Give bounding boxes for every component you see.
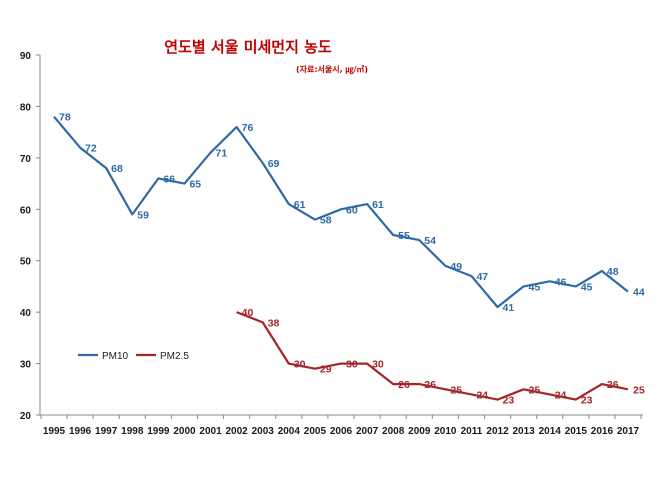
x-tick-label: 2012 [486,426,509,437]
data-label: 78 [59,112,71,124]
x-tick-label: 2007 [356,426,379,437]
legend: PM10 PM2.5 [78,351,189,362]
data-label: 47 [476,271,488,283]
y-tick-label: 40 [20,308,32,319]
data-label: 60 [346,204,358,216]
data-label: 72 [85,143,97,155]
series-line-pm25 [236,311,629,401]
x-tick-label: 2011 [461,426,483,437]
chart-source-note: (자료:서울시, ㎍/㎥) [296,64,368,75]
data-label: 23 [581,395,593,407]
data-label: 44 [633,287,645,299]
series-layer [53,115,629,401]
y-tick-label: 80 [20,102,32,113]
data-label: 76 [242,122,254,134]
x-tick-label: 1996 [69,426,92,437]
axes: 20 30 40 50 60 70 80 90 1995 1996 1997 1998 1999 2000… [20,51,643,437]
x-tick-label: 1998 [121,426,144,437]
chart-title: 연도별 서울 미세먼지 농도 [164,38,332,56]
data-label: 23 [503,395,515,407]
x-tick-label: 2005 [304,426,327,437]
x-tick-label: 2001 [199,426,222,437]
data-label: 58 [320,215,332,227]
data-label: 71 [216,148,228,160]
x-tick-label: 2010 [434,426,457,437]
data-label: 25 [529,384,541,396]
x-tick-label: 1997 [95,426,118,437]
x-tick-label: 2017 [617,426,640,437]
data-labels: 78 72 68 59 66 65 71 76 69 61 58 60 61 55 54 49 47 41 45 46… [59,112,645,407]
y-tick-label: 20 [20,411,32,422]
data-label: 45 [529,281,541,293]
data-label: 61 [372,199,384,211]
data-label: 30 [294,359,306,371]
data-label: 30 [372,359,384,371]
x-tick-label: 2000 [173,426,196,437]
legend-label: PM2.5 [160,351,189,362]
x-tick-label: 2015 [565,426,588,437]
data-label: 45 [581,281,593,293]
data-label: 49 [450,261,462,273]
data-label: 40 [242,307,254,319]
data-label: 38 [268,317,280,329]
x-tick-label: 2013 [513,426,536,437]
data-label: 41 [503,302,515,314]
data-label: 30 [346,359,358,371]
data-label: 69 [268,158,280,170]
x-tick-label: 2008 [382,426,405,437]
data-label: 59 [137,209,149,221]
y-tick-label: 70 [20,154,32,165]
y-tick-label: 60 [20,205,32,216]
x-tick-label: 1995 [43,426,66,437]
data-label: 54 [424,235,436,247]
data-label: 24 [555,389,567,401]
x-tick-label: 2004 [278,426,301,437]
data-label: 65 [189,179,201,191]
y-tick-label: 30 [20,360,32,371]
x-tick-label: 1999 [147,426,170,437]
x-tick-label: 2003 [252,426,275,437]
data-label: 25 [450,384,462,396]
data-label: 26 [607,379,619,391]
x-tick-label: 2016 [591,426,614,437]
x-tick-label: 2009 [408,426,431,437]
y-tick-label: 90 [20,51,32,62]
x-tick-label: 2002 [226,426,249,437]
data-label: 29 [320,364,332,376]
data-label: 26 [398,379,410,391]
data-label: 68 [111,163,123,175]
data-label: 46 [555,276,567,288]
x-tick-label: 2006 [330,426,353,437]
data-label: 61 [294,199,306,211]
data-label: 26 [424,379,436,391]
y-tick-label: 50 [20,257,32,268]
legend-label: PM10 [102,351,129,362]
series-line-pm10 [53,115,629,309]
data-label: 55 [398,230,410,242]
data-label: 25 [633,384,645,396]
data-label: 24 [476,389,488,401]
data-label: 66 [163,173,175,185]
x-tick-label: 2014 [539,426,562,437]
data-label: 48 [607,266,619,278]
